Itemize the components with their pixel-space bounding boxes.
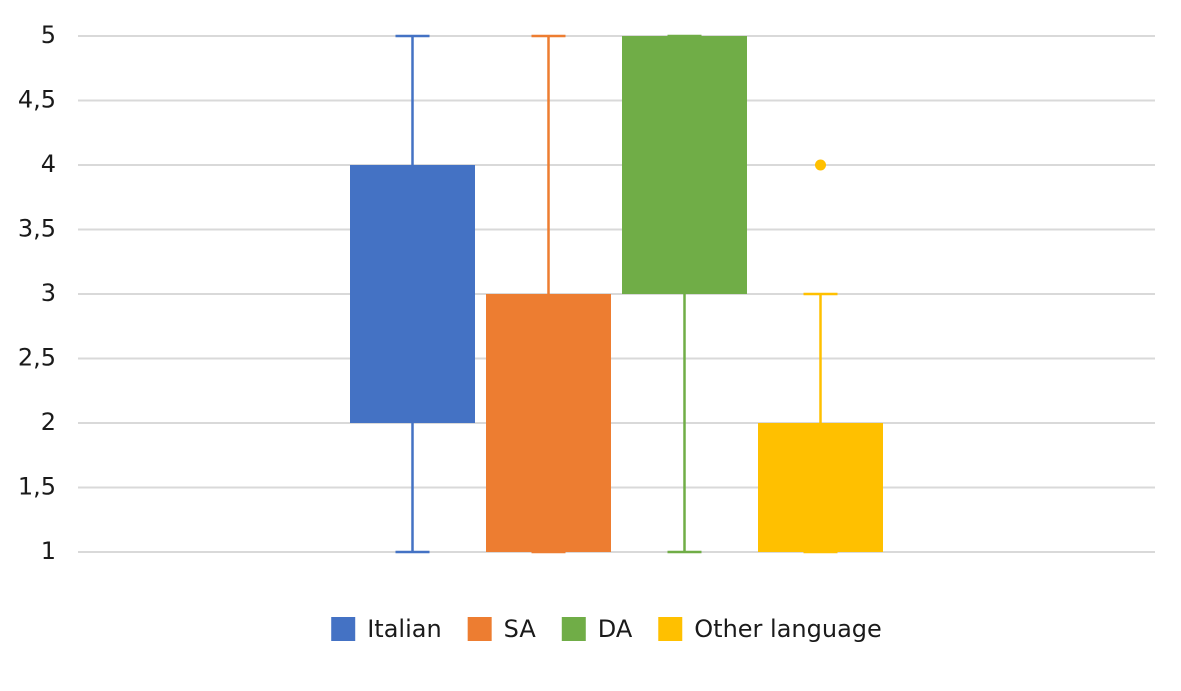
box xyxy=(758,423,883,552)
y-tick-label: 4,5 xyxy=(18,86,56,114)
legend-swatch xyxy=(467,617,492,641)
legend-swatch xyxy=(658,617,683,641)
y-tick-label: 2 xyxy=(41,408,56,436)
legend-label: Italian xyxy=(367,615,441,643)
y-tick-label: 3,5 xyxy=(18,215,56,243)
outlier xyxy=(815,159,826,171)
legend-swatch xyxy=(331,617,356,641)
y-tick-label: 4 xyxy=(41,150,56,178)
y-tick-label: 5 xyxy=(41,21,56,49)
y-tick-label: 1 xyxy=(41,537,56,565)
box xyxy=(622,36,747,294)
legend-label: Other language xyxy=(694,615,882,643)
box xyxy=(486,294,611,552)
y-tick-label: 3 xyxy=(41,279,56,307)
legend-label: SA xyxy=(504,615,537,643)
y-tick-label: 2,5 xyxy=(18,344,56,372)
legend: Italian SA DA Other language xyxy=(331,615,882,643)
y-tick-label: 1,5 xyxy=(18,473,56,501)
legend-swatch xyxy=(561,617,586,641)
box xyxy=(350,165,475,423)
legend-label: DA xyxy=(598,615,633,643)
